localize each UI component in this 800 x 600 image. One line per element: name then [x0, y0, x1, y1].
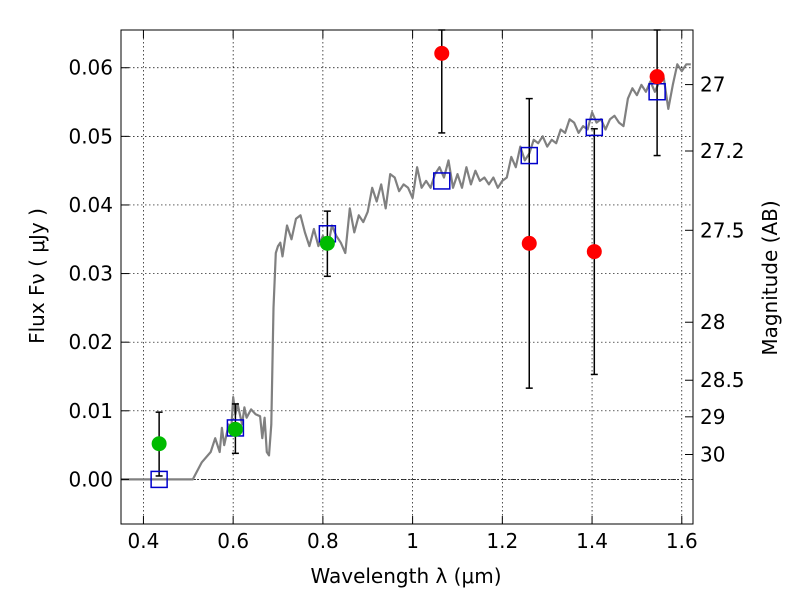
y-tick-label: 0.05	[68, 124, 113, 148]
y-tick-label: 0.06	[68, 56, 113, 80]
detected-point	[151, 436, 167, 452]
detected-point	[227, 421, 243, 437]
x-tick-label: 1.6	[666, 529, 698, 553]
axes-frame	[120, 29, 694, 525]
x-tick-label: 1	[406, 529, 419, 553]
y2-tick-label: 30	[700, 442, 725, 466]
axes: 0.4 0.6 0.8 1 1.2 1.4 1.6 0.00 0.01 0.02 0.03 0.04 0…	[68, 29, 745, 553]
y-tick-label: 0.04	[68, 193, 113, 217]
x-tick-label: 0.4	[128, 529, 160, 553]
y-tick-label: 0.02	[68, 330, 113, 354]
model-band-marker	[150, 470, 168, 489]
y2-tick-label: 28	[700, 310, 725, 334]
limit-point	[521, 235, 537, 251]
model-band-marker	[433, 172, 451, 190]
limit-point	[586, 244, 602, 260]
x-tick-label: 1.4	[576, 529, 608, 553]
y2-tick-label: 27	[700, 73, 725, 97]
grid	[121, 30, 693, 524]
y-tick-label: 0.01	[68, 399, 113, 423]
y-tick-label: 0.00	[68, 467, 113, 491]
model-band-marker	[520, 146, 539, 165]
y-tick-label: 0.03	[68, 262, 113, 286]
limit-point	[434, 45, 450, 61]
y-axis-label: Flux Fν ( μJy )	[25, 208, 49, 344]
y2-tick-label: 29	[700, 405, 725, 429]
y2-tick-label: 27.5	[700, 218, 745, 242]
model-band-marker	[585, 118, 604, 137]
x-tick-label: 1.2	[486, 529, 518, 553]
y2-axis-label: Magnitude (AB)	[758, 200, 782, 355]
y2-tick-label: 27.2	[700, 139, 745, 163]
plot-area	[121, 29, 691, 489]
detected-point	[319, 235, 335, 251]
x-tick-label: 0.6	[217, 529, 249, 553]
x-tick-label: 0.8	[307, 529, 339, 553]
y2-tick-label: 28.5	[700, 368, 745, 392]
limit-point	[649, 69, 665, 85]
x-axis-label: Wavelength λ (μm)	[310, 564, 501, 588]
